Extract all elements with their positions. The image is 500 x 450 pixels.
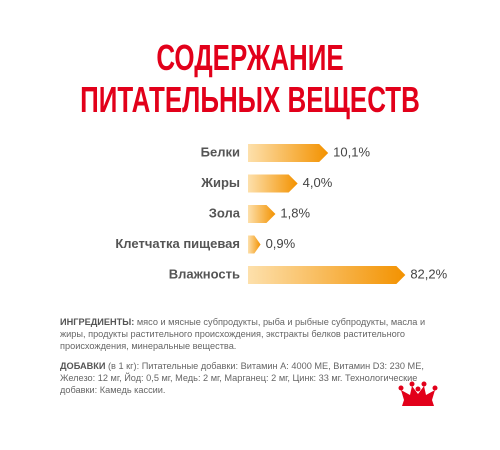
ingredients: ИНГРЕДИЕНТЫ: мясо и мясные субпродукты, … xyxy=(60,316,445,352)
value-label: 0,9% xyxy=(266,236,296,251)
logo xyxy=(398,381,438,406)
value-label: 10,1% xyxy=(333,144,370,159)
bar xyxy=(248,266,406,284)
chart-title: ПИТАТЕЛЬНЫХ ВЕЩЕСТВ xyxy=(80,80,420,120)
ingredients-label: ИНГРЕДИЕНТЫ: xyxy=(60,317,135,327)
additives-label: ДОБАВКИ xyxy=(60,361,106,371)
category-label: Жиры xyxy=(200,175,240,190)
category-label: Клетчатка пищевая xyxy=(115,236,240,251)
value-label: 4,0% xyxy=(303,175,333,190)
value-label: 1,8% xyxy=(280,205,310,220)
category-label: Белки xyxy=(201,144,240,159)
bar xyxy=(248,235,261,254)
bar xyxy=(248,174,298,193)
bar xyxy=(248,144,329,162)
category-label: Влажность xyxy=(169,266,240,281)
chart-title: СОДЕРЖАНИЕ xyxy=(156,38,343,78)
notes: ИНГРЕДИЕНТЫ: мясо и мясные субпродукты, … xyxy=(60,316,445,404)
additives-text: (в 1 кг): Питательные добавки: Витамин А… xyxy=(60,361,424,395)
category-label: Зола xyxy=(209,205,241,220)
bar xyxy=(248,205,276,223)
additives: ДОБАВКИ (в 1 кг): Питательные добавки: В… xyxy=(60,360,445,396)
value-label: 82,2% xyxy=(410,266,447,281)
ingredients-text: мясо и мясные субпродукты, рыба и рыбные… xyxy=(60,317,426,351)
